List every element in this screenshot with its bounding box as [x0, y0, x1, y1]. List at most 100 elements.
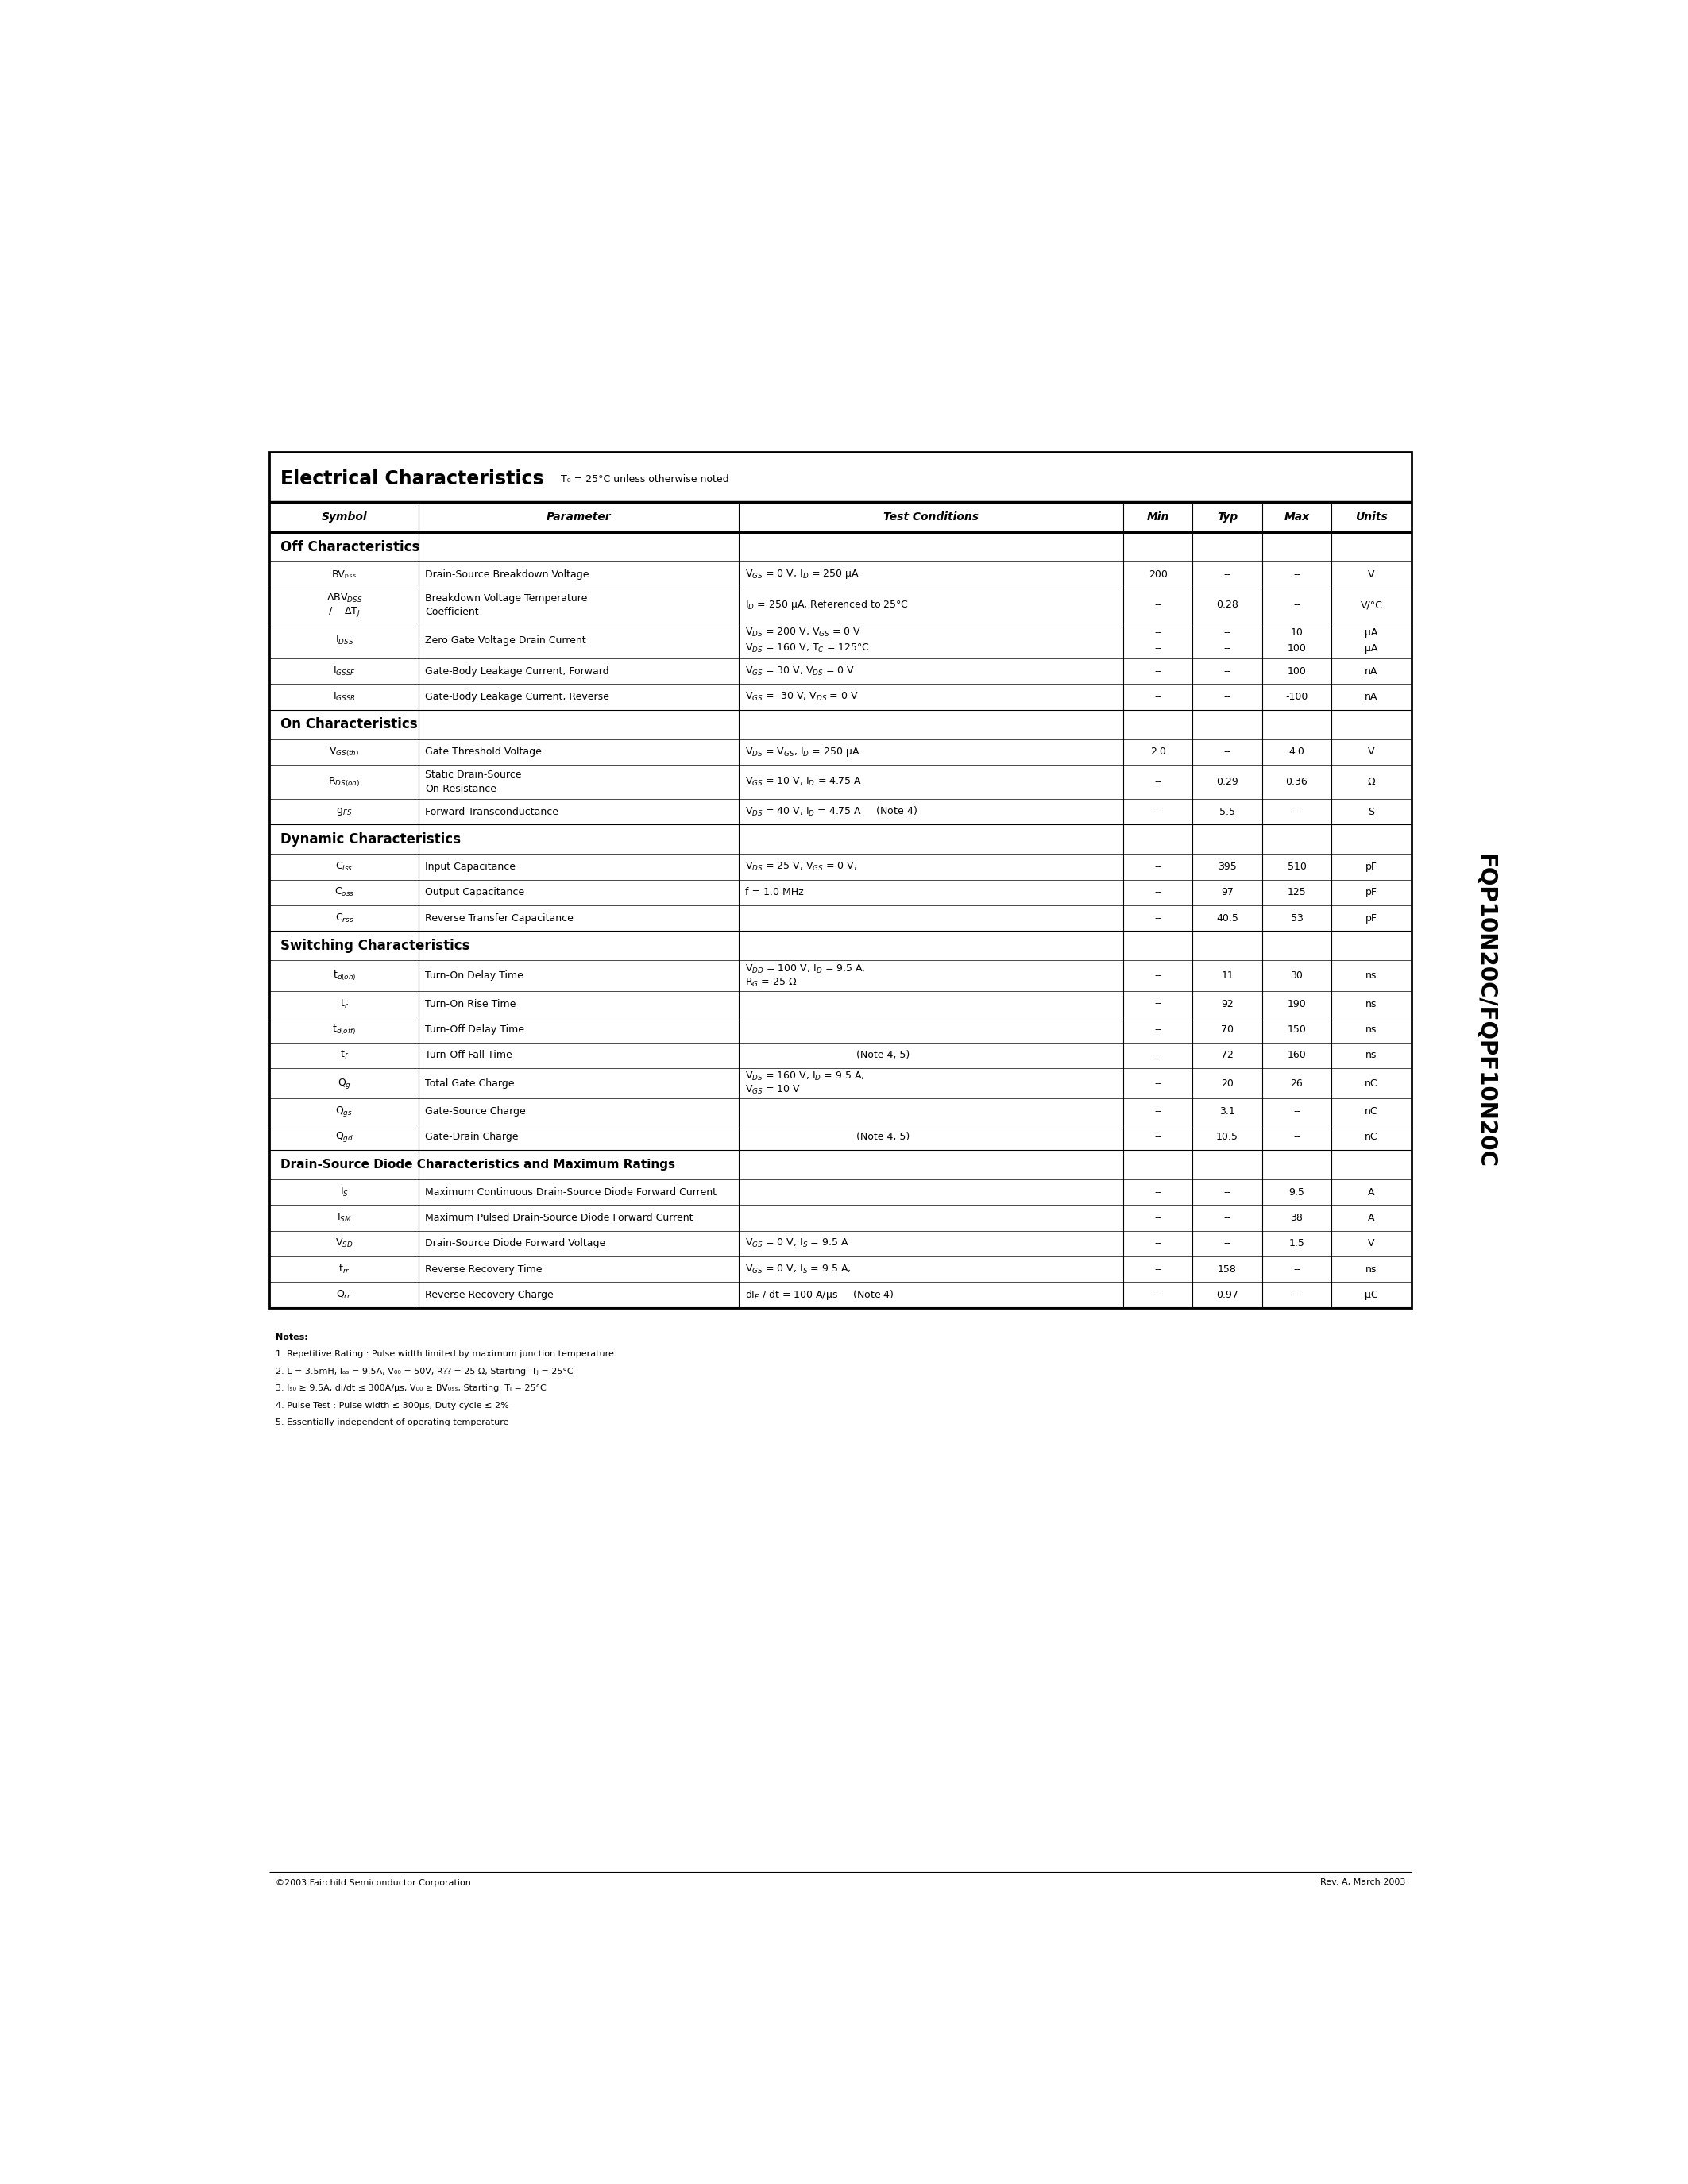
Text: --: -- — [1155, 1212, 1161, 1223]
Text: Switching Characteristics: Switching Characteristics — [280, 939, 469, 952]
Text: V$_{DS}$ = 25 V, V$_{GS}$ = 0 V,: V$_{DS}$ = 25 V, V$_{GS}$ = 0 V, — [744, 860, 858, 874]
Text: (Note 4, 5): (Note 4, 5) — [744, 1051, 910, 1061]
Text: A: A — [1367, 1188, 1374, 1197]
Text: Coefficient: Coefficient — [425, 607, 479, 618]
Text: 11: 11 — [1220, 970, 1234, 981]
Text: Test Conditions: Test Conditions — [883, 511, 979, 522]
Text: --: -- — [1155, 1188, 1161, 1197]
Text: C$_{rss}$: C$_{rss}$ — [334, 913, 353, 924]
Text: 53: 53 — [1290, 913, 1303, 924]
Text: 1. Repetitive Rating : Pulse width limited by maximum junction temperature: 1. Repetitive Rating : Pulse width limit… — [275, 1350, 614, 1358]
Text: V$_{GS}$ = 30 V, V$_{DS}$ = 0 V: V$_{GS}$ = 30 V, V$_{DS}$ = 0 V — [744, 666, 856, 677]
Text: V$_{GS}$ = 0 V, I$_S$ = 9.5 A,: V$_{GS}$ = 0 V, I$_S$ = 9.5 A, — [744, 1262, 851, 1275]
Text: Reverse Transfer Capacitance: Reverse Transfer Capacitance — [425, 913, 574, 924]
Text: 5. Essentially independent of operating temperature: 5. Essentially independent of operating … — [275, 1420, 508, 1426]
Text: --: -- — [1155, 601, 1161, 609]
Text: Drain-Source Diode Forward Voltage: Drain-Source Diode Forward Voltage — [425, 1238, 606, 1249]
Text: Input Capacitance: Input Capacitance — [425, 863, 515, 871]
Text: --: -- — [1224, 1212, 1231, 1223]
Text: 4.0: 4.0 — [1290, 747, 1305, 758]
Text: ns: ns — [1366, 1051, 1377, 1061]
Bar — [270, 452, 1411, 1308]
Text: V$_{DS}$ = 160 V, T$_C$ = 125°C: V$_{DS}$ = 160 V, T$_C$ = 125°C — [744, 642, 869, 655]
Text: I$_{SM}$: I$_{SM}$ — [338, 1212, 351, 1223]
Text: Gate-Drain Charge: Gate-Drain Charge — [425, 1131, 518, 1142]
Text: Turn-On Delay Time: Turn-On Delay Time — [425, 970, 523, 981]
Text: --: -- — [1155, 998, 1161, 1009]
Text: --: -- — [1293, 1291, 1300, 1299]
Text: V/°C: V/°C — [1361, 601, 1382, 609]
Text: 4. Pulse Test : Pulse width ≤ 300μs, Duty cycle ≤ 2%: 4. Pulse Test : Pulse width ≤ 300μs, Dut… — [275, 1402, 510, 1409]
Text: nA: nA — [1366, 666, 1377, 677]
Text: 20: 20 — [1220, 1079, 1234, 1088]
Text: μA: μA — [1366, 627, 1377, 638]
Text: 200: 200 — [1148, 570, 1168, 579]
Text: (Note 4, 5): (Note 4, 5) — [744, 1131, 910, 1142]
Text: V: V — [1367, 747, 1374, 758]
Text: ns: ns — [1366, 1024, 1377, 1035]
Text: --: -- — [1155, 778, 1161, 786]
Text: dI$_F$ / dt = 100 A/μs     (Note 4): dI$_F$ / dt = 100 A/μs (Note 4) — [744, 1289, 895, 1302]
Text: --: -- — [1224, 1238, 1231, 1249]
Text: ns: ns — [1366, 970, 1377, 981]
Text: g$_{FS}$: g$_{FS}$ — [336, 806, 353, 817]
Text: I$_D$ = 250 μA, Referenced to 25°C: I$_D$ = 250 μA, Referenced to 25°C — [744, 598, 908, 612]
Text: 30: 30 — [1290, 970, 1303, 981]
Text: FQP10N20C/FQPF10N20C: FQP10N20C/FQPF10N20C — [1474, 854, 1497, 1168]
Text: 2. L = 3.5mH, Iₐₛ = 9.5A, V₀₀ = 50V, R⁇ = 25 Ω, Starting  Tⱼ = 25°C: 2. L = 3.5mH, Iₐₛ = 9.5A, V₀₀ = 50V, R⁇ … — [275, 1367, 574, 1376]
Text: V$_{GS}$ = 0 V, I$_S$ = 9.5 A: V$_{GS}$ = 0 V, I$_S$ = 9.5 A — [744, 1238, 849, 1249]
Text: Notes:: Notes: — [275, 1332, 307, 1341]
Text: --: -- — [1293, 806, 1300, 817]
Text: Min: Min — [1146, 511, 1170, 522]
Text: Gate Threshold Voltage: Gate Threshold Voltage — [425, 747, 542, 758]
Text: 3.1: 3.1 — [1219, 1107, 1236, 1116]
Text: 5.5: 5.5 — [1219, 806, 1236, 817]
Text: --: -- — [1155, 692, 1161, 701]
Text: -100: -100 — [1286, 692, 1308, 701]
Text: Q$_g$: Q$_g$ — [338, 1077, 351, 1090]
Text: --: -- — [1293, 570, 1300, 579]
Text: Gate-Body Leakage Current, Reverse: Gate-Body Leakage Current, Reverse — [425, 692, 609, 701]
Text: pF: pF — [1366, 863, 1377, 871]
Text: --: -- — [1155, 1107, 1161, 1116]
Text: 2.0: 2.0 — [1150, 747, 1166, 758]
Text: nC: nC — [1366, 1107, 1377, 1116]
Text: V$_{GS(th)}$: V$_{GS(th)}$ — [329, 745, 360, 758]
Text: R$_G$ = 25 Ω: R$_G$ = 25 Ω — [744, 976, 797, 989]
Text: --: -- — [1155, 644, 1161, 653]
Text: Off Characteristics: Off Characteristics — [280, 539, 420, 555]
Text: pF: pF — [1366, 887, 1377, 898]
Text: T₀ = 25°C unless otherwise noted: T₀ = 25°C unless otherwise noted — [560, 474, 729, 485]
Text: --: -- — [1293, 1131, 1300, 1142]
Text: --: -- — [1155, 887, 1161, 898]
Text: 10: 10 — [1290, 627, 1303, 638]
Text: V$_{DD}$ = 100 V, I$_D$ = 9.5 A,: V$_{DD}$ = 100 V, I$_D$ = 9.5 A, — [744, 963, 866, 974]
Text: Reverse Recovery Time: Reverse Recovery Time — [425, 1265, 542, 1275]
Text: V$_{GS}$ = 10 V, I$_D$ = 4.75 A: V$_{GS}$ = 10 V, I$_D$ = 4.75 A — [744, 775, 863, 788]
Text: Maximum Pulsed Drain-Source Diode Forward Current: Maximum Pulsed Drain-Source Diode Forwar… — [425, 1212, 694, 1223]
Text: V: V — [1367, 1238, 1374, 1249]
Text: --: -- — [1155, 666, 1161, 677]
Text: Dynamic Characteristics: Dynamic Characteristics — [280, 832, 461, 847]
Text: V$_{GS}$ = -30 V, V$_{DS}$ = 0 V: V$_{GS}$ = -30 V, V$_{DS}$ = 0 V — [744, 690, 859, 703]
Text: t$_{d(on)}$: t$_{d(on)}$ — [333, 970, 356, 983]
Text: 158: 158 — [1217, 1265, 1237, 1275]
Text: V$_{DS}$ = V$_{GS}$, I$_D$ = 250 μA: V$_{DS}$ = V$_{GS}$, I$_D$ = 250 μA — [744, 745, 861, 758]
Text: V$_{DS}$ = 40 V, I$_D$ = 4.75 A     (Note 4): V$_{DS}$ = 40 V, I$_D$ = 4.75 A (Note 4) — [744, 806, 918, 819]
Text: 26: 26 — [1291, 1079, 1303, 1088]
Text: 0.97: 0.97 — [1217, 1291, 1239, 1299]
Text: --: -- — [1155, 1024, 1161, 1035]
Text: I$_{GSSR}$: I$_{GSSR}$ — [333, 690, 356, 703]
Text: 100: 100 — [1288, 644, 1307, 653]
Text: μC: μC — [1366, 1291, 1377, 1299]
Text: 40.5: 40.5 — [1217, 913, 1239, 924]
Text: 1.5: 1.5 — [1290, 1238, 1305, 1249]
Text: 150: 150 — [1288, 1024, 1307, 1035]
Text: 3. Iₛ₀ ≥ 9.5A, di/dt ≤ 300A/μs, V₀₀ ≥ BV₀ₛₛ, Starting  Tⱼ = 25°C: 3. Iₛ₀ ≥ 9.5A, di/dt ≤ 300A/μs, V₀₀ ≥ BV… — [275, 1385, 547, 1393]
Text: Total Gate Charge: Total Gate Charge — [425, 1079, 515, 1088]
Text: 0.36: 0.36 — [1286, 778, 1308, 786]
Text: On Characteristics: On Characteristics — [280, 716, 417, 732]
Text: 125: 125 — [1288, 887, 1307, 898]
Text: --: -- — [1224, 1188, 1231, 1197]
Text: V: V — [1367, 570, 1374, 579]
